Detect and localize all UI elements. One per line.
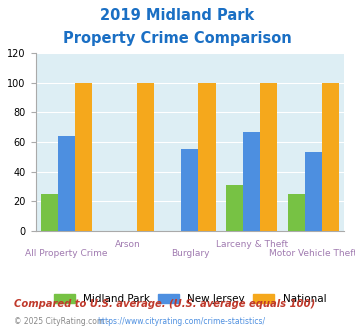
Text: Compared to U.S. average. (U.S. average equals 100): Compared to U.S. average. (U.S. average …	[14, 299, 316, 309]
Text: Burglary: Burglary	[171, 249, 209, 258]
Text: Arson: Arson	[115, 240, 141, 249]
Legend: Midland Park, New Jersey, National: Midland Park, New Jersey, National	[50, 290, 330, 308]
Text: 2019 Midland Park: 2019 Midland Park	[100, 8, 255, 23]
Bar	[243, 132, 260, 231]
Bar	[288, 194, 305, 231]
Bar	[58, 136, 75, 231]
Text: Motor Vehicle Theft: Motor Vehicle Theft	[269, 249, 355, 258]
Text: https://www.cityrating.com/crime-statistics/: https://www.cityrating.com/crime-statist…	[98, 317, 266, 326]
Text: All Property Crime: All Property Crime	[25, 249, 108, 258]
Text: © 2025 CityRating.com -: © 2025 CityRating.com -	[14, 317, 112, 326]
Bar	[198, 82, 215, 231]
Text: Property Crime Comparison: Property Crime Comparison	[63, 31, 292, 46]
Text: Larceny & Theft: Larceny & Theft	[215, 240, 288, 249]
Bar	[75, 82, 92, 231]
Bar	[305, 152, 322, 231]
Bar	[181, 149, 198, 231]
Bar	[226, 185, 243, 231]
Bar	[41, 194, 58, 231]
Bar	[137, 82, 154, 231]
Bar	[260, 82, 277, 231]
Bar	[322, 82, 339, 231]
